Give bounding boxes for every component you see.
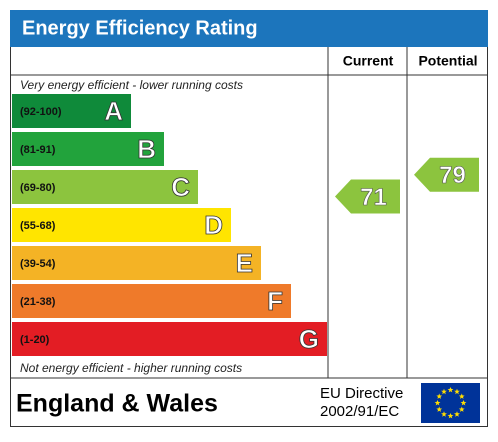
star <box>436 406 443 412</box>
band-range: (21-38) <box>20 296 56 308</box>
band-bar <box>12 322 327 356</box>
band-letter: D <box>204 210 223 240</box>
star <box>441 411 447 417</box>
band-letter: G <box>299 324 319 354</box>
band-letter: B <box>137 134 156 164</box>
band-bar <box>12 284 291 318</box>
band-range: (1-20) <box>20 334 50 346</box>
rating-value: 79 <box>439 162 466 189</box>
band-bar <box>12 246 261 280</box>
rating-value: 71 <box>360 184 387 211</box>
band-bar <box>12 132 164 166</box>
band-bar <box>12 170 198 204</box>
band-letter: C <box>171 172 190 202</box>
band-range: (39-54) <box>20 258 56 270</box>
star <box>458 393 465 399</box>
star <box>447 413 454 419</box>
band-bar <box>12 208 231 242</box>
directive: EU Directive <box>320 385 403 402</box>
star <box>460 400 467 406</box>
eu-stars <box>434 387 467 419</box>
column-header: Potential <box>418 53 477 69</box>
band-range: (92-100) <box>20 106 62 118</box>
band-bar <box>12 94 131 128</box>
note: Not energy efficient - higher running co… <box>20 361 242 375</box>
rating-arrow <box>414 157 479 192</box>
star <box>458 406 465 412</box>
star <box>447 387 454 393</box>
band-letter: F <box>267 286 283 316</box>
band-range: (81-91) <box>20 144 56 156</box>
note: Very energy efficient - lower running co… <box>20 78 243 92</box>
directive: 2002/91/EC <box>320 403 399 420</box>
star <box>454 411 460 417</box>
star <box>434 400 441 406</box>
star <box>454 388 460 395</box>
band-range: (55-68) <box>20 220 56 232</box>
rating-arrow <box>335 179 400 214</box>
title: Energy Efficiency Rating <box>22 17 258 39</box>
region: England & Wales <box>16 390 218 418</box>
band-range: (69-80) <box>20 182 56 194</box>
band-letter: E <box>236 248 253 278</box>
band-letter: A <box>104 96 123 126</box>
column-header: Current <box>343 53 394 69</box>
star <box>436 393 443 399</box>
title-bar <box>10 10 488 47</box>
star <box>441 388 447 395</box>
